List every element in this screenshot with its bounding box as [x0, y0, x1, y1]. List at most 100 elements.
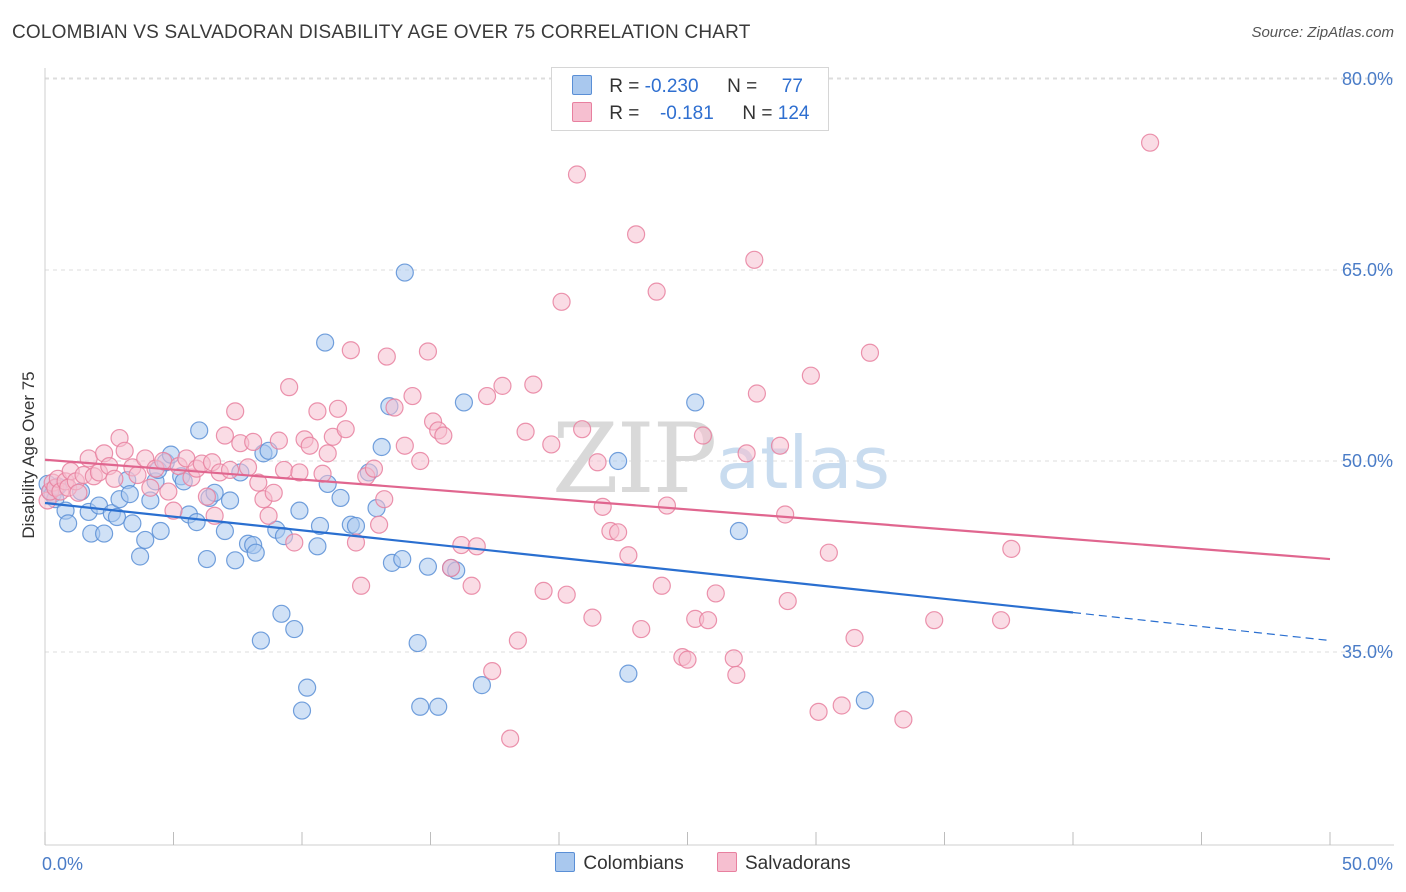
salvadorans-point [226, 402, 245, 421]
colombians-point [290, 501, 309, 520]
salvadorans-point [552, 292, 571, 311]
salvadorans-legend-label: Salvadorans [744, 853, 851, 874]
colombians-point [151, 521, 170, 541]
salvadorans-point [274, 460, 294, 480]
colombians-point [609, 451, 628, 471]
salvadorans-point [346, 533, 366, 552]
colombians-point [298, 678, 317, 697]
salvadorans-point [657, 496, 677, 515]
salvadorans-point [375, 490, 394, 509]
colombians-point [308, 537, 327, 556]
watermark-zip: ZIP [552, 403, 715, 515]
chart-title: COLOMBIAN VS SALVADORAN DISABILITY AGE O… [12, 22, 751, 43]
colombians-point [855, 691, 874, 710]
colombians-point [136, 530, 155, 550]
salvadorans-point [693, 426, 713, 445]
colombians-swatch [572, 75, 592, 95]
colombians-point [123, 514, 142, 533]
source-label[interactable]: Source: ZipAtlas.com [1251, 24, 1394, 41]
salvadorans-point [477, 386, 497, 406]
salvadorans-point [370, 515, 389, 534]
salvadorans-point [801, 366, 820, 385]
watermark: ZIP atlas [552, 403, 890, 515]
salvadorans-point [745, 250, 764, 269]
salvadorans-point [652, 576, 671, 595]
salvadorans-point [516, 422, 535, 441]
salvadorans-point [395, 436, 414, 455]
salvadorans-point [377, 347, 396, 366]
legend-n-label: N = [727, 76, 763, 97]
legend-item-salvadorans[interactable]: Salvadorans [716, 852, 851, 874]
salvadorans-point [991, 611, 1011, 630]
colombians-point [220, 491, 240, 510]
salvadorans-point [328, 399, 348, 418]
colombians-point [331, 488, 350, 508]
colombians-point [272, 604, 291, 623]
salvadorans-point [747, 384, 766, 403]
colombians-point [187, 513, 206, 532]
salvadorans-point [264, 483, 283, 502]
y-tick-label: 65.0% [1342, 260, 1393, 280]
legend-n-value: 124 [777, 103, 810, 124]
salvadorans-point [269, 431, 288, 450]
legend-item-colombians[interactable]: Colombians [555, 852, 689, 874]
colombians-legend-label: Colombians [583, 853, 684, 874]
salvadorans-point [141, 478, 160, 497]
salvadorans-point [567, 165, 587, 184]
salvadorans-point [249, 473, 268, 492]
colombians-point [310, 516, 330, 536]
colombians-point [346, 516, 366, 536]
salvadorans-point [619, 546, 638, 565]
y-tick-label: 50.0% [1342, 451, 1393, 471]
salvadorans-point [411, 451, 430, 471]
salvadorans-point [452, 535, 471, 555]
y-tick-label: 80.0% [1342, 69, 1393, 89]
salvadorans-point [593, 497, 612, 516]
salvadorans-point [737, 444, 756, 463]
colombians-point [197, 549, 217, 569]
salvadorans-point [626, 225, 646, 244]
salvadorans-point [290, 463, 309, 482]
colombians-legend-swatch [555, 852, 576, 872]
colombians-point [95, 524, 114, 543]
salvadorans-point [724, 649, 743, 668]
salvadorans-point [647, 282, 666, 301]
salvadorans-point [819, 543, 838, 562]
colombians-point [226, 551, 245, 570]
salvadorans-point [441, 558, 461, 578]
salvadorans-point [308, 402, 327, 421]
salvadorans-point [259, 506, 278, 525]
colombians-point [246, 543, 265, 562]
salvadorans-point [534, 581, 553, 600]
legend-r-value: -0.230 [644, 76, 699, 97]
bottom-legend: Colombians Salvadorans [0, 852, 1406, 875]
stats-legend: R = -0.230 N = 77 R = -0.181 N = 124 [551, 67, 829, 131]
legend-row-salvadorans: R = -0.181 N = 124 [572, 102, 809, 128]
salvadorans-point [501, 729, 520, 748]
legend-n-value: 77 [781, 76, 803, 97]
x-tick-label: 0.0% [42, 854, 83, 874]
salvadorans-point [285, 533, 304, 552]
colombians-point [120, 485, 139, 504]
salvadorans-point [542, 435, 561, 454]
salvadorans-point [115, 441, 134, 460]
salvadorans-point [69, 483, 88, 502]
colombians-point [429, 697, 448, 716]
salvadorans-point [341, 341, 360, 360]
salvadorans-point [280, 378, 299, 397]
salvadorans-point [894, 710, 913, 729]
salvadorans-point [778, 591, 797, 611]
legend-row-colombians: R = -0.230 N = 77 [572, 75, 803, 101]
salvadorans-point [845, 628, 864, 648]
salvadorans-point [418, 342, 438, 361]
salvadorans-point [632, 619, 651, 639]
legend-r-label: R = [609, 76, 645, 97]
salvadorans-point [128, 465, 147, 485]
colombians-point [395, 263, 414, 282]
salvadorans-legend-swatch [716, 852, 737, 872]
salvadorans-point [352, 576, 371, 595]
salvadorans-trend-line [44, 458, 1331, 561]
salvadorans-point [678, 650, 697, 669]
colombians-point [59, 514, 78, 533]
